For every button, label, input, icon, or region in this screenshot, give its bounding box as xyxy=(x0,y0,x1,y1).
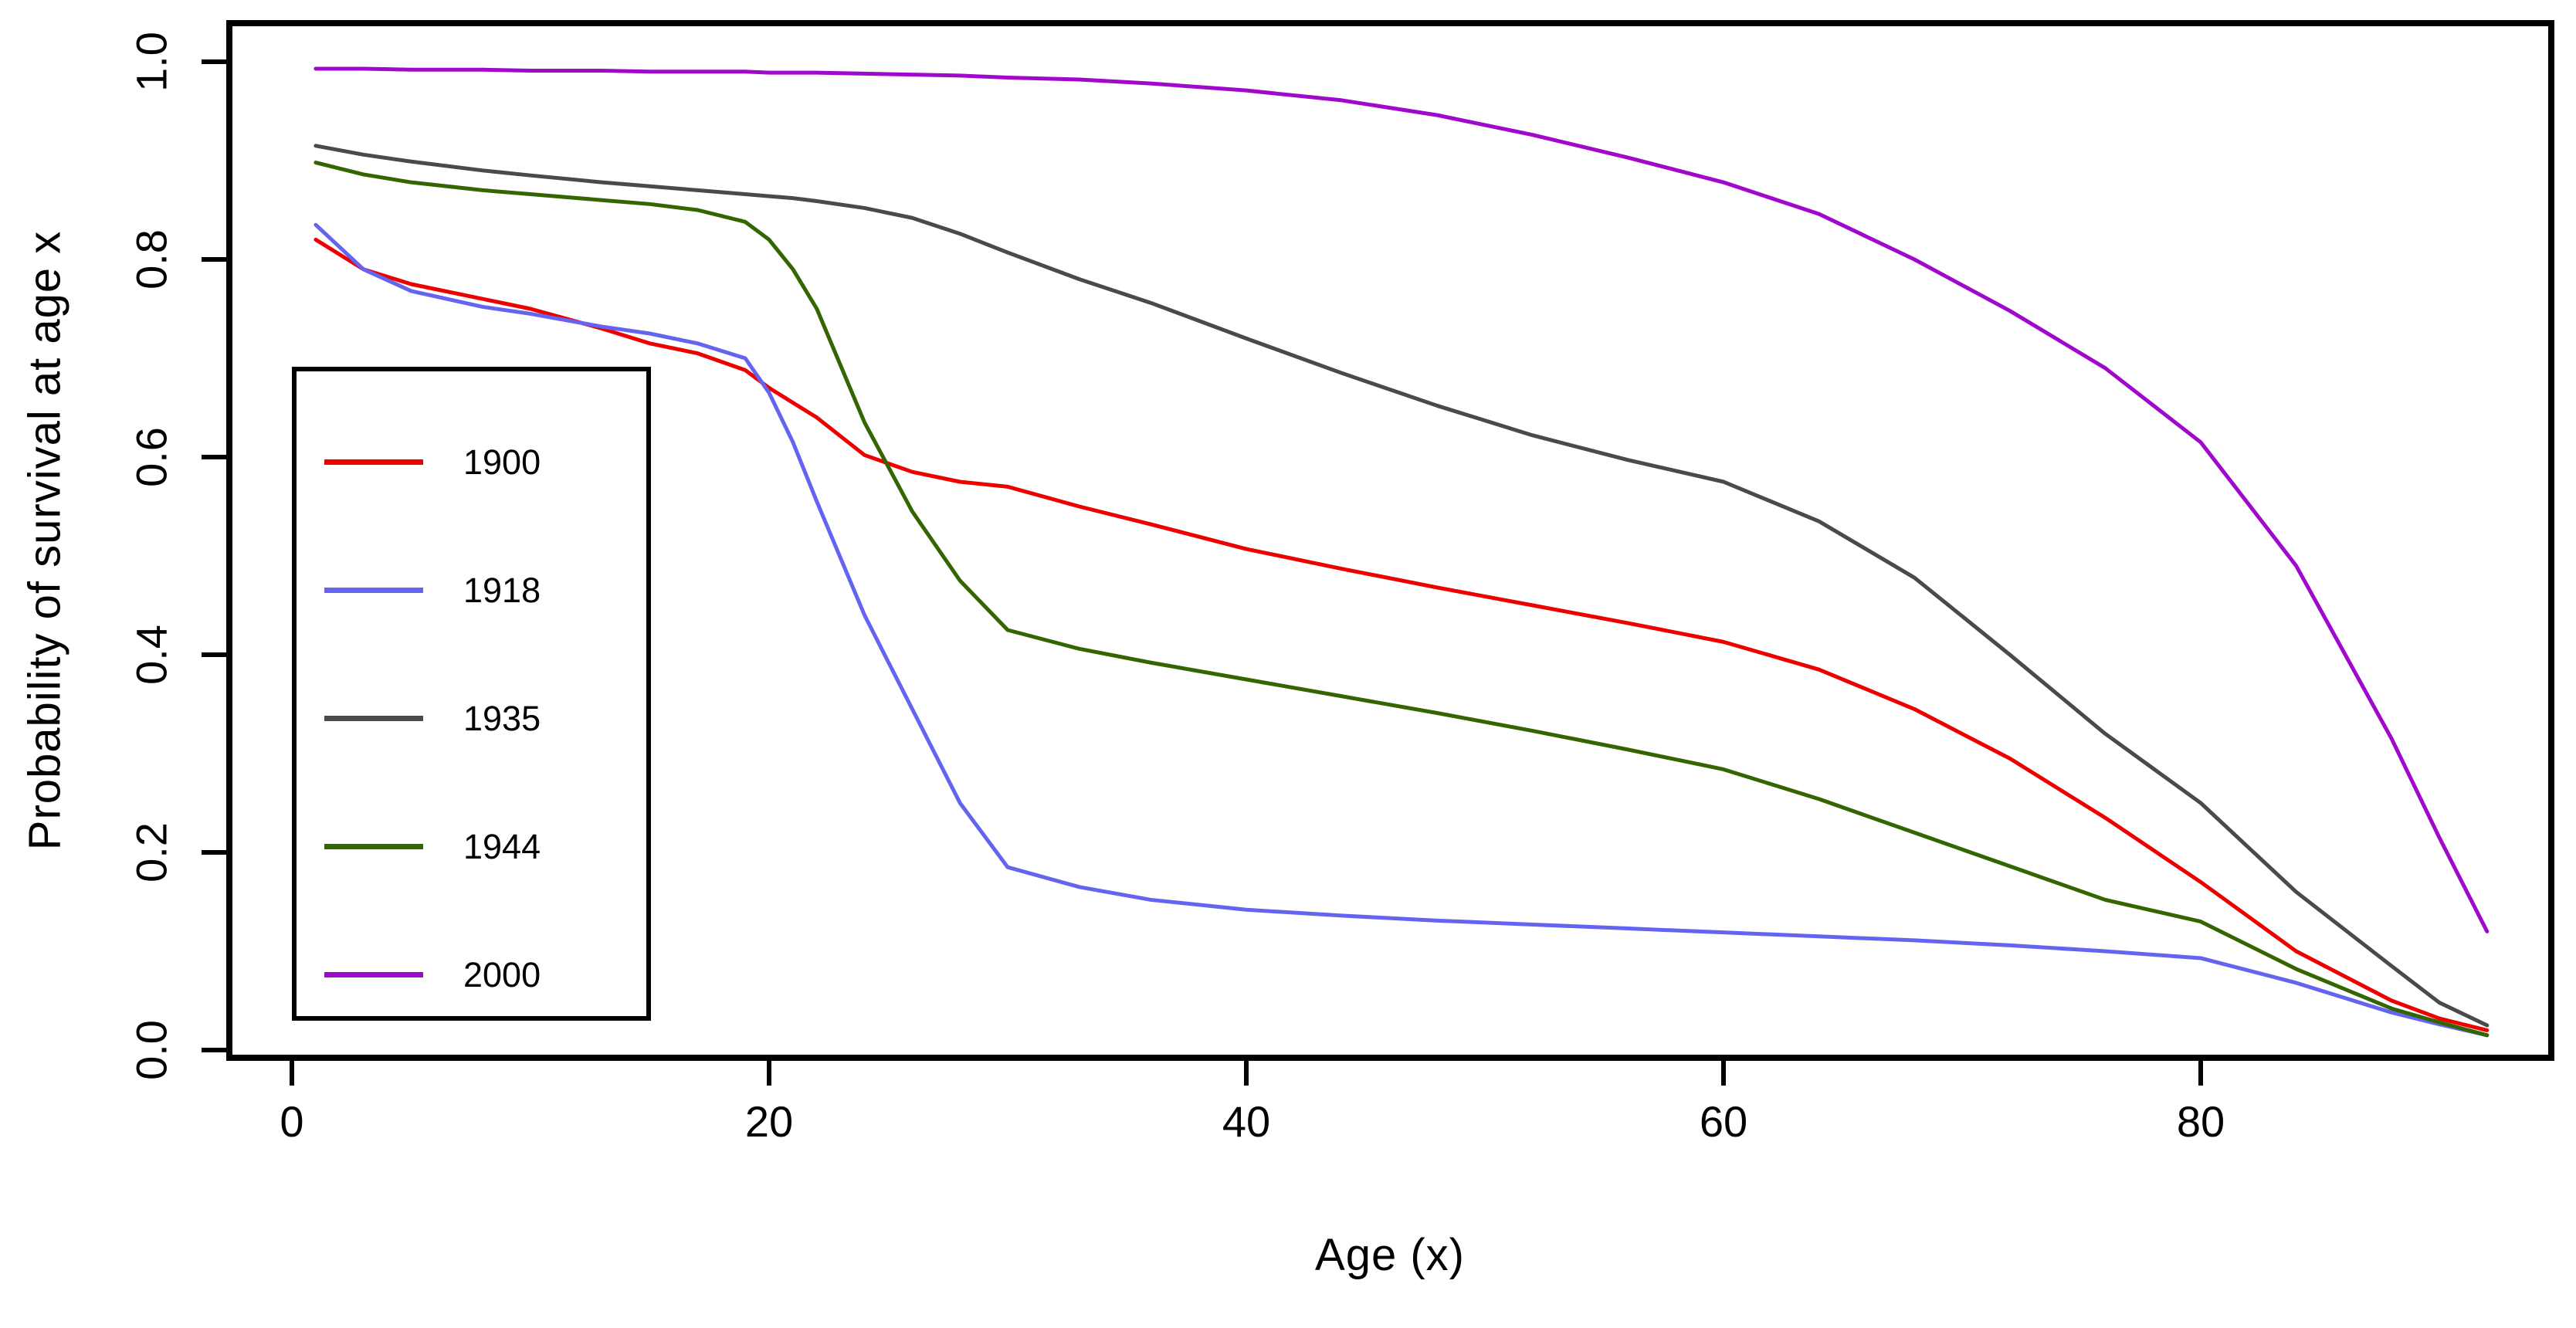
x-tick-label: 20 xyxy=(744,1097,794,1146)
data-curves xyxy=(314,66,2490,1038)
y-axis-title: Probability of survival at age x xyxy=(19,230,70,851)
y-axis-ticks xyxy=(202,59,229,1052)
curve-1900 xyxy=(314,237,2490,1032)
x-tick-label: 80 xyxy=(2176,1097,2225,1146)
legend-swatch-1944 xyxy=(324,843,423,849)
x-tick-label: 60 xyxy=(1699,1097,1748,1146)
x-tick-label: 40 xyxy=(1222,1097,1271,1146)
legend-item-2000: 2000 xyxy=(324,955,541,994)
y-tick-label: 0.4 xyxy=(127,625,176,685)
y-tick-label: 1.0 xyxy=(127,32,176,92)
curve-2000 xyxy=(314,66,2490,933)
y-tick-label: 0.2 xyxy=(127,822,176,883)
x-axis-title: Age (x) xyxy=(1315,1230,1465,1280)
legend-label: 2000 xyxy=(463,954,541,994)
legend-item-1944: 1944 xyxy=(324,827,541,866)
legend-swatch-2000 xyxy=(324,971,423,977)
legend-swatch-1935 xyxy=(324,715,423,721)
legend-item-1900: 1900 xyxy=(324,442,541,481)
x-axis-ticks xyxy=(290,1058,2203,1086)
curve-1935 xyxy=(314,144,2490,1028)
curve-1944 xyxy=(314,161,2490,1038)
legend: 1900 1918 1935 1944 2000 xyxy=(292,367,651,1021)
legend-label: 1944 xyxy=(463,826,541,866)
legend-item-1935: 1935 xyxy=(324,699,541,737)
legend-item-1918: 1918 xyxy=(324,571,541,609)
legend-swatch-1918 xyxy=(324,587,423,593)
curve-1918 xyxy=(314,222,2490,1038)
y-tick-label: 0.0 xyxy=(127,1020,176,1080)
plot-border xyxy=(226,20,2554,1061)
legend-swatch-1900 xyxy=(324,459,423,465)
legend-label: 1918 xyxy=(463,570,541,610)
y-tick-label: 0.8 xyxy=(127,229,176,290)
legend-label: 1900 xyxy=(463,442,541,482)
y-tick-label: 0.6 xyxy=(127,427,176,487)
legend-label: 1935 xyxy=(463,698,541,738)
x-tick-label: 0 xyxy=(280,1097,304,1146)
